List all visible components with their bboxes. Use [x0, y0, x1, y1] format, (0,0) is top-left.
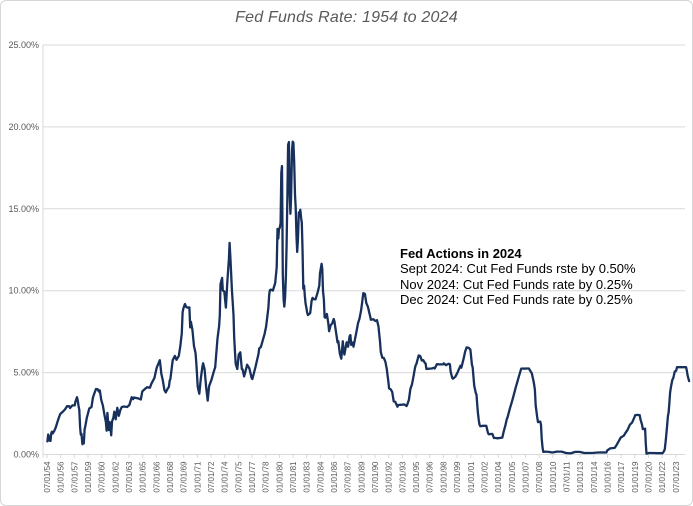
x-axis-tick-label: 01/01/01	[467, 461, 476, 493]
x-axis-tick-label: 01/01/71	[193, 461, 202, 493]
x-axis-tick-label: 07/01/60	[98, 461, 107, 493]
x-axis-tick-label: 01/01/86	[330, 461, 339, 493]
x-axis-tick-label: 07/01/96	[426, 461, 435, 493]
x-axis-tick-label: 07/01/87	[344, 461, 353, 493]
fed-funds-rate-line	[46, 140, 691, 455]
x-axis-tick-label: 01/01/92	[385, 461, 394, 493]
x-axis-tick-label: 01/01/89	[357, 461, 366, 493]
x-axis-tick-label: 07/01/23	[672, 461, 681, 493]
x-axis-tick-label: 01/01/68	[166, 461, 175, 493]
y-axis-tick-label: 15.00%	[8, 204, 39, 214]
x-axis-tick-label: 07/01/08	[535, 461, 544, 493]
x-axis-tick-label: 07/01/66	[152, 461, 161, 493]
x-axis-tick-label: 07/01/69	[180, 461, 189, 493]
x-axis-tick-label: 01/01/62	[111, 461, 120, 493]
x-axis-tick-label: 01/01/77	[248, 461, 257, 493]
annotation-title: Fed Actions in 2024	[400, 246, 522, 261]
x-axis-tick-label: 07/01/14	[590, 461, 599, 493]
x-axis-tick-label: 07/01/20	[644, 461, 653, 493]
x-axis-tick-label: 01/01/07	[521, 461, 530, 493]
x-axis-tick-label: 01/01/80	[275, 461, 284, 493]
x-axis-tick-label: 07/01/63	[125, 461, 134, 493]
x-axis-tick-label: 01/01/10	[549, 461, 558, 493]
x-axis-tick-label: 07/01/05	[508, 461, 517, 493]
chart-title: Fed Funds Rate: 1954 to 2024	[235, 9, 458, 26]
y-axis-tick-label: 5.00%	[13, 368, 39, 378]
x-axis-tick-label: 07/01/84	[316, 461, 325, 493]
annotation-line: Dec 2024: Cut Fed Funds rate by 0.25%	[400, 291, 633, 307]
x-axis-tick-label: 07/01/72	[207, 461, 216, 493]
x-axis-tick-label: 07/01/17	[617, 461, 626, 493]
x-axis-tick-label: 01/01/74	[221, 461, 230, 493]
annotation-line: Sept 2024: Cut Fed Funds rste by 0.50%	[400, 261, 636, 277]
x-axis-tick-label: 07/01/57	[70, 461, 79, 493]
x-axis-tick-label: 07/01/54	[43, 461, 52, 493]
x-axis-tick-label: 01/01/83	[303, 461, 312, 493]
x-axis-tick-label: 01/01/04	[494, 461, 503, 493]
x-axis-tick-label: 01/01/98	[439, 461, 448, 493]
x-axis-tick-label: 07/01/99	[453, 461, 462, 493]
fed-actions-annotation: Fed Actions in 2024 Sept 2024: Cut Fed F…	[400, 246, 636, 307]
x-axis-tick-label: 07/01/93	[398, 461, 407, 493]
x-axis-tick-label: 01/01/16	[603, 461, 612, 493]
x-axis-tick-label: 01/01/19	[631, 461, 640, 493]
x-axis-tick-label: 01/01/59	[84, 461, 93, 493]
x-axis-tick-label: 01/01/95	[412, 461, 421, 493]
x-axis-tick-label: 01/01/65	[139, 461, 148, 493]
y-axis-tick-label: 25.00%	[8, 40, 39, 50]
y-axis-tick-label: 10.00%	[8, 286, 39, 296]
x-axis-tick-label: 07/01/81	[289, 461, 298, 493]
x-axis-tick-label: 01/01/22	[658, 461, 667, 493]
x-axis-tick-label: 01/01/13	[576, 461, 585, 493]
x-axis-tick-label: 01/01/56	[57, 461, 66, 493]
x-axis-tick-label: 07/01/90	[371, 461, 380, 493]
x-axis-tick-label: 07/01/11	[562, 461, 571, 492]
x-axis-tick-label: 07/01/78	[262, 461, 271, 493]
x-axis-tick-label: 07/01/75	[234, 461, 243, 493]
x-axis-tick-label: 07/01/02	[480, 461, 489, 493]
annotation-line: Nov 2024: Cut Fed Funds rate by 0.25%	[400, 276, 633, 292]
y-axis-tick-label: 20.00%	[8, 122, 39, 132]
y-axis-tick-label: 0.00%	[13, 450, 39, 460]
